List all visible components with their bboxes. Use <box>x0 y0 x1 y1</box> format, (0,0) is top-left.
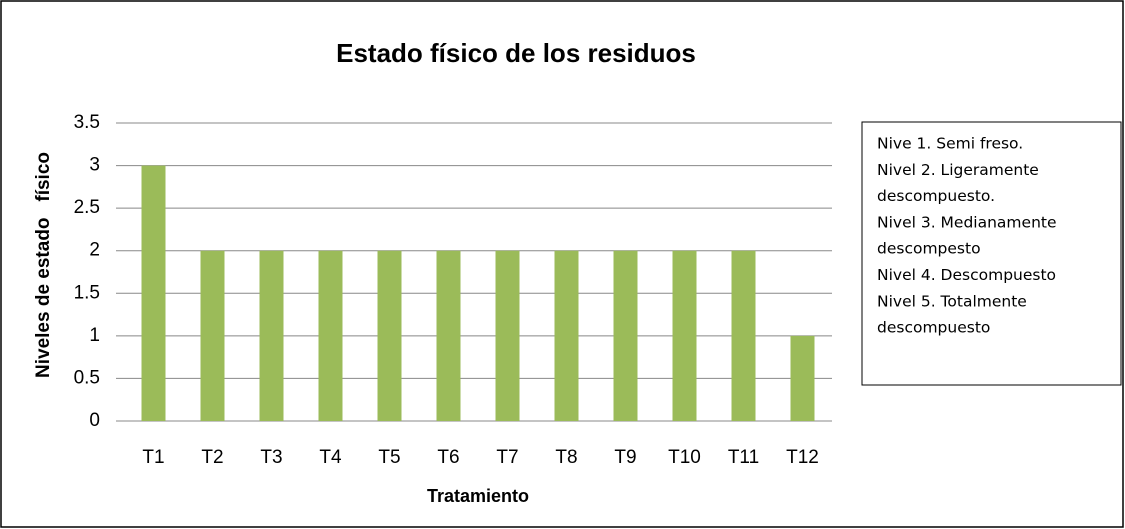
annotation-line: Nive 1. Semi freso. <box>877 135 1023 153</box>
chart-title: Estado físico de los residuos <box>336 38 696 68</box>
bar <box>141 165 166 421</box>
annotation-line: descompesto <box>877 240 981 258</box>
bar <box>200 250 225 421</box>
x-tick-label: T3 <box>260 447 282 468</box>
bar <box>790 335 815 421</box>
x-tick-label: T7 <box>496 447 518 468</box>
y-tick-label: 1 <box>89 325 100 346</box>
x-tick-label: T1 <box>142 447 164 468</box>
bar <box>259 250 284 421</box>
y-tick-label: 3 <box>89 155 100 176</box>
bar <box>377 250 402 421</box>
bar <box>613 250 638 421</box>
y-tick-label: 3.5 <box>74 112 100 133</box>
y-axis-label: Niveles de estado físico <box>33 152 54 378</box>
bar <box>554 250 579 421</box>
annotation-line: Nivel 3. Medianamente <box>877 213 1057 231</box>
y-tick-label: 2 <box>89 240 100 261</box>
bar <box>318 250 343 421</box>
x-axis-label: Tratamiento <box>427 486 529 506</box>
annotation-line: Nivel 2. Ligeramente <box>877 161 1039 179</box>
annotation-line: descompuesto <box>877 319 990 337</box>
x-tick-label: T8 <box>555 447 577 468</box>
annotation-box <box>861 121 1122 386</box>
y-tick-label: 0 <box>89 410 100 431</box>
bar <box>731 250 756 421</box>
x-tick-label: T2 <box>201 447 223 468</box>
bar <box>436 250 461 421</box>
y-tick-label: 0.5 <box>74 367 100 388</box>
bar <box>672 250 697 421</box>
y-tick-label: 1.5 <box>74 282 100 303</box>
x-tick-label: T4 <box>319 447 342 468</box>
x-tick-label: T10 <box>668 447 701 468</box>
bar <box>495 250 520 421</box>
x-tick-label: T12 <box>786 447 819 468</box>
y-tick-label: 2.5 <box>74 197 100 218</box>
annotation-line: Nivel 4. Descompuesto <box>877 266 1056 284</box>
x-tick-label: T6 <box>437 447 459 468</box>
annotation-line: descompuesto. <box>877 187 995 205</box>
x-tick-label: T5 <box>378 447 400 468</box>
x-tick-label: T11 <box>728 447 759 468</box>
annotation-line: Nivel 5. Totalmente <box>877 292 1027 310</box>
x-tick-label: T9 <box>614 447 636 468</box>
